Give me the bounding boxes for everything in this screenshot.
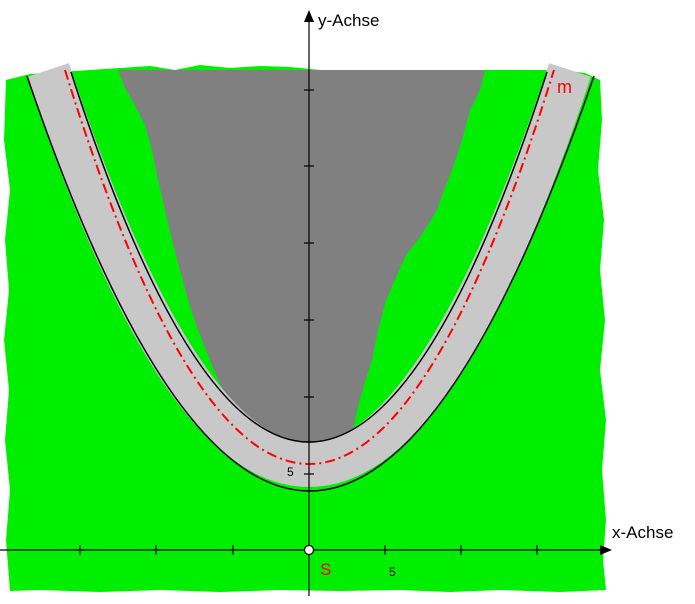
vertex-point: [303, 544, 315, 556]
y-axis-label: y-Achse: [318, 11, 379, 30]
lake-area: [118, 70, 485, 488]
road-outer-edge: [26, 75, 595, 492]
x-axis-arrowhead: [600, 545, 612, 555]
x-axis-label: x-Achse: [612, 523, 673, 542]
y-axis-arrowhead: [304, 10, 314, 22]
x-tick-label: 5: [389, 565, 396, 579]
curve-label-m: m: [557, 77, 572, 97]
x-axis-ticks: [79, 545, 538, 555]
y-tick-label: 5: [287, 465, 294, 479]
y-axis-ticks: [304, 89, 314, 475]
vertex-label-s: S: [320, 560, 331, 579]
